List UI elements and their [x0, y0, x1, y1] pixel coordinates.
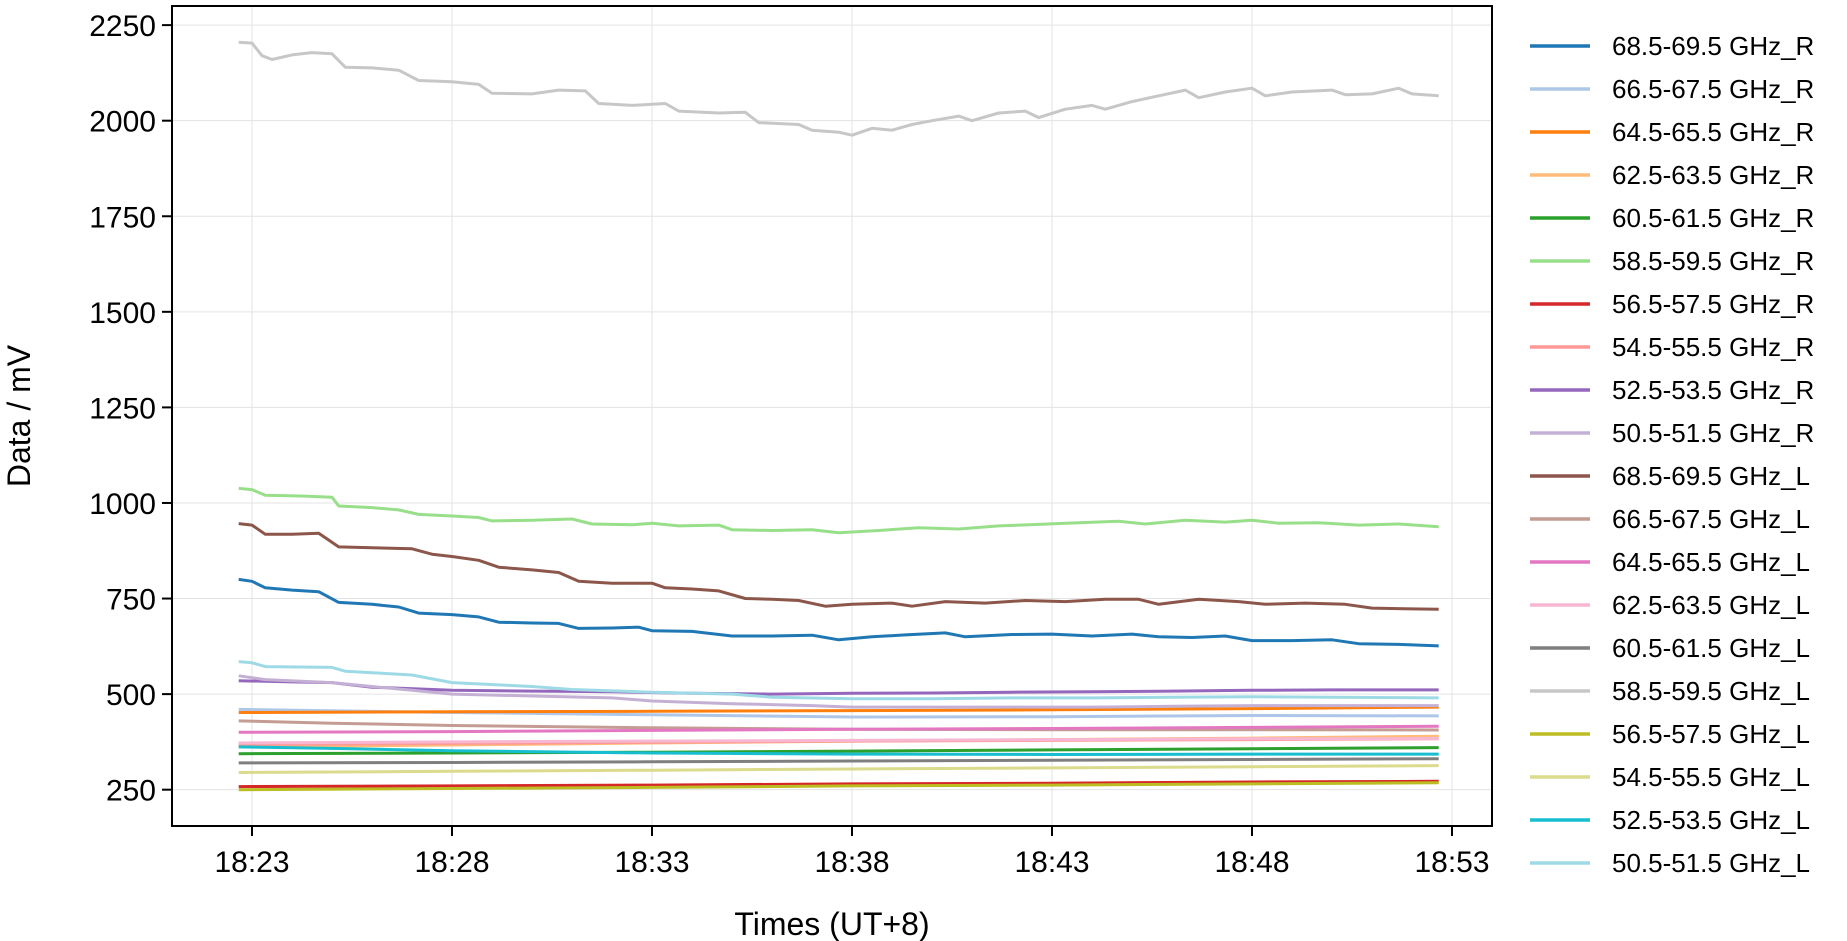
- legend-label: 56.5-57.5 GHz_L: [1612, 719, 1810, 749]
- legend-label: 66.5-67.5 GHz_L: [1612, 504, 1810, 534]
- series-line: [238, 781, 1439, 792]
- x-tick-label: 18:48: [1214, 846, 1289, 879]
- legend-label: 64.5-65.5 GHz_R: [1612, 117, 1814, 147]
- series-line: [238, 779, 1439, 789]
- y-tick-label: 250: [106, 775, 156, 808]
- series-line: [238, 40, 1439, 137]
- y-axis-label: Data / mV: [1, 344, 37, 487]
- series-line: [238, 486, 1439, 535]
- legend-label: 66.5-67.5 GHz_R: [1612, 74, 1814, 104]
- legend-label: 52.5-53.5 GHz_L: [1612, 805, 1810, 835]
- series-line: [238, 577, 1439, 648]
- grid: [172, 6, 1492, 826]
- legend-label: 58.5-59.5 GHz_R: [1612, 246, 1814, 276]
- series-line: [238, 757, 1439, 765]
- y-tick-label: 1500: [89, 297, 156, 330]
- plot-frame: [171, 5, 1493, 827]
- y-axis: 250 500 750 1000 1250 1500 1750 2000 2250: [89, 10, 172, 808]
- series-line: [238, 522, 1439, 611]
- series-line: [238, 724, 1439, 734]
- legend-label: 56.5-57.5 GHz_R: [1612, 289, 1814, 319]
- series-line: [238, 674, 1439, 709]
- legend-label: 62.5-63.5 GHz_L: [1612, 590, 1810, 620]
- x-tick-label: 18:38: [814, 846, 889, 879]
- y-tick-label: 2250: [89, 10, 156, 43]
- legend-label: 50.5-51.5 GHz_R: [1612, 418, 1814, 448]
- legend-label: 60.5-61.5 GHz_R: [1612, 203, 1814, 233]
- series-line: [238, 764, 1439, 774]
- legend-label: 60.5-61.5 GHz_L: [1612, 633, 1810, 663]
- series-group: [238, 40, 1439, 792]
- series-line: [238, 737, 1439, 745]
- y-tick-label: 750: [106, 584, 156, 617]
- series-line: [238, 745, 1439, 756]
- y-tick-label: 1250: [89, 392, 156, 425]
- legend-label: 54.5-55.5 GHz_L: [1612, 762, 1810, 792]
- x-tick-label: 18:23: [214, 846, 289, 879]
- x-axis-label: Times (UT+8): [734, 906, 929, 941]
- x-axis: 18:23 18:28 18:33 18:38 18:43 18:48 18:53: [214, 826, 1490, 879]
- x-tick-label: 18:33: [614, 846, 689, 879]
- legend-label: 54.5-55.5 GHz_R: [1612, 332, 1814, 362]
- series-line: [238, 705, 1439, 714]
- legend-label: 58.5-59.5 GHz_L: [1612, 676, 1810, 706]
- x-tick-label: 18:28: [414, 846, 489, 879]
- y-tick-label: 2000: [89, 106, 156, 139]
- legend-label: 68.5-69.5 GHz_L: [1612, 461, 1810, 491]
- y-tick-label: 500: [106, 679, 156, 712]
- legend-label: 68.5-69.5 GHz_R: [1612, 31, 1814, 61]
- y-tick-label: 1750: [89, 201, 156, 234]
- legend-label: 62.5-63.5 GHz_R: [1612, 160, 1814, 190]
- series-line: [238, 746, 1439, 756]
- y-tick-label: 1000: [89, 488, 156, 521]
- x-tick-label: 18:53: [1414, 846, 1489, 879]
- legend-label: 64.5-65.5 GHz_L: [1612, 547, 1810, 577]
- legend: 68.5-69.5 GHz_R 66.5-67.5 GHz_R 64.5-65.5 …: [1530, 31, 1814, 878]
- legend-label: 52.5-53.5 GHz_R: [1612, 375, 1814, 405]
- legend-label: 50.5-51.5 GHz_L: [1612, 848, 1810, 878]
- series-line: [238, 660, 1439, 701]
- x-tick-label: 18:43: [1014, 846, 1089, 879]
